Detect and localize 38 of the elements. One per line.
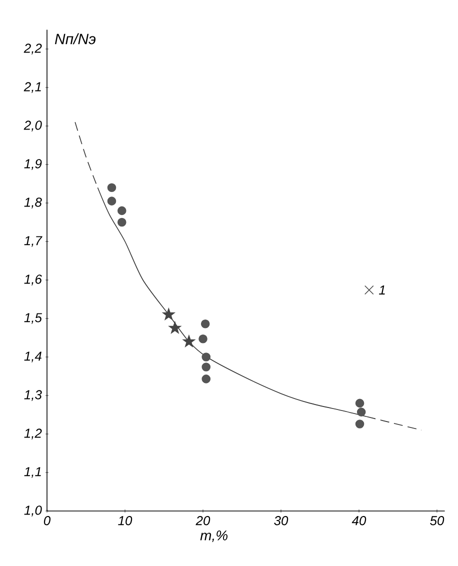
y-tick-label: 1,6 [24,274,42,286]
series-label: 1 [378,286,385,294]
x-tick-label: 30 [274,516,288,526]
point [168,322,182,334]
point [355,398,364,408]
x-tick-label: 40 [352,516,366,526]
point [162,308,175,320]
point [356,408,366,416]
point [202,362,211,372]
x-tick-label: 10 [118,516,132,526]
y-tick-label: 1,4 [24,352,42,362]
point [202,352,211,362]
point [107,183,116,192]
y-tick-label: 1,0 [24,506,42,516]
y-tick-label: 2,0 [24,120,42,132]
y-tick-label: 1,9 [24,159,42,170]
point [200,319,210,328]
x-tick-label: 0 [44,516,51,526]
point [198,334,208,344]
y-axis-title: Nп/Nэ [54,33,96,44]
point [355,420,364,428]
y-tick-label: 1,3 [24,390,42,401]
x-tick-label: 20 [196,516,210,526]
y-tick-label: 1,1 [24,467,41,478]
point [117,218,126,227]
point [117,206,126,216]
x-tick-label: 50 [430,516,444,526]
y-tick-label: 1,2 [24,428,42,440]
y-tick-label: 1,8 [24,198,42,208]
y-tick-label: 1,7 [24,236,42,247]
point [202,374,211,384]
point [107,196,116,206]
y-tick-label: 1,5 [24,313,42,324]
x-axis-title: m,% [200,530,228,542]
point [182,335,196,347]
y-tick-label: 2,2 [24,44,42,54]
y-tick-label: 2,1 [24,82,41,93]
point [364,285,374,295]
